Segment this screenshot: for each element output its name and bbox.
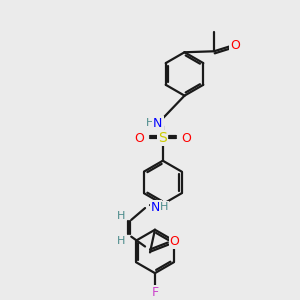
Text: O: O xyxy=(182,131,191,145)
Text: N: N xyxy=(151,201,160,214)
Text: O: O xyxy=(230,39,240,52)
Text: F: F xyxy=(152,286,158,299)
Text: N: N xyxy=(153,117,163,130)
Text: O: O xyxy=(170,235,180,248)
Text: H: H xyxy=(117,236,126,246)
Text: O: O xyxy=(134,131,144,145)
Text: H: H xyxy=(117,211,126,221)
Text: H: H xyxy=(146,118,154,128)
Text: H: H xyxy=(160,202,168,212)
Text: S: S xyxy=(158,131,167,145)
